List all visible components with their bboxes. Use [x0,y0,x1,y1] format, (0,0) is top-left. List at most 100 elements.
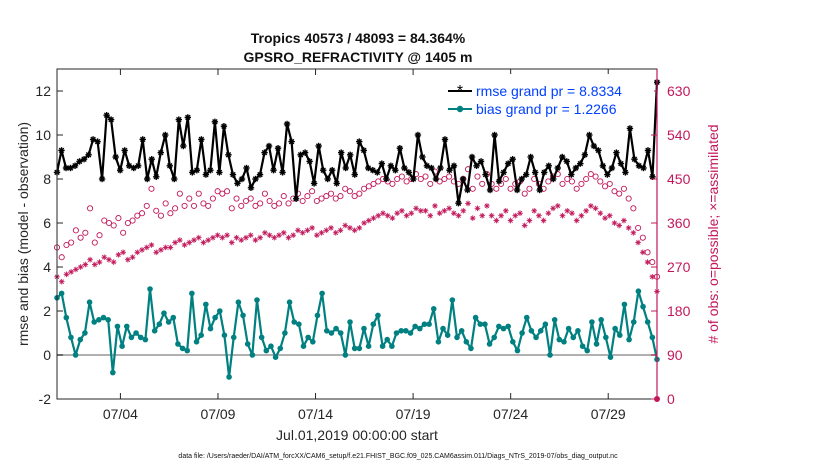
obs-possible-point [162,200,169,207]
obs-assimilated-point [366,217,372,224]
obs-assimilated-point-stroke [168,245,173,250]
obs-assimilated-point-stroke [215,232,220,238]
obs-assimilated-point-stroke [238,237,244,243]
obs-assimilated-point-stroke [423,208,428,214]
bias-point [505,323,511,330]
rmse-point [477,158,485,165]
bias-point [347,319,353,325]
series-obs-assimilated [54,200,660,295]
obs-assimilated-point [87,256,93,263]
obs-assimilated-point [153,249,160,256]
obs-assimilated-point [417,207,424,214]
rmse-point [180,142,187,150]
obs-possible-point [375,178,382,185]
rmse-line [55,82,659,205]
rmse-point-stroke [135,163,141,169]
rmse-point-stroke [266,143,272,149]
rmse-point [545,162,552,169]
rmse-point-stroke [401,165,408,171]
obs-assimilated-point-stroke [201,240,206,245]
obs-possible-point [110,222,117,229]
obs-assimilated-point-stroke [125,257,131,262]
bias-point [244,341,251,347]
legend-bias-marker [456,105,464,113]
rmse-point-stroke [564,158,570,165]
obs-assimilated-point [498,212,504,219]
bias-point [370,321,377,328]
obs-possible-point [181,202,188,209]
bias-point [612,325,618,332]
obs-assimilated-point-stroke [456,213,461,218]
obs-assimilated-point-stroke [409,210,414,216]
obs-possible-point [564,175,571,183]
rmse-point-stroke [94,138,101,145]
obs-assimilated-point [370,215,377,221]
obs-assimilated-point-stroke [338,228,343,233]
bias-point [472,314,479,321]
rmse-point [211,118,219,125]
bias-point [272,354,279,361]
obs-assimilated-point [389,215,396,221]
rmse-point-stroke [577,160,584,167]
y-right-tick-label: 270 [667,259,691,275]
obs-assimilated-point-stroke [475,206,480,211]
rmse-point [261,149,268,156]
rmse-point-stroke [505,160,511,167]
obs-possible-point [190,202,198,209]
obs-assimilated-point-stroke [621,218,627,223]
obs-assimilated-point-stroke [267,232,272,238]
rmse-point-stroke [63,165,69,171]
bias-point [486,341,493,347]
rmse-point [333,180,340,187]
obs-possible-point [252,202,259,209]
rmse-point [76,158,83,165]
rmse-point-stroke [622,169,629,176]
obs-assimilated-point [162,244,169,251]
rmse-point [94,138,101,145]
bias-point [537,328,544,334]
rmse-point-stroke [144,176,150,182]
rmse-point-stroke [406,169,412,176]
rmse-point [617,160,625,167]
obs-assimilated-point [247,232,254,239]
rmse-point [360,147,367,154]
bias-point [137,334,144,341]
obs-assimilated-point-stroke [508,218,513,223]
rmse-point-stroke [365,165,372,171]
rmse-point-stroke [361,147,367,154]
obs-assimilated-point-stroke [191,237,197,243]
bias-point [393,330,400,336]
obs-assimilated-point [649,273,656,280]
bias-point [184,347,191,354]
bias-point [328,330,335,336]
bias-point [649,334,656,341]
bias-point [430,306,437,312]
obs-assimilated-point [356,225,363,231]
rmse-point-stroke [460,176,466,182]
bias-point [644,319,651,325]
obs-assimilated-point [271,234,278,241]
obs-assimilated-point [540,217,547,224]
obs-possible-point [601,183,609,190]
obs-assimilated-point [512,212,519,219]
obs-possible-point [611,188,618,195]
legend-rmse-label: rmse grand pr = 8.8334 [476,83,622,99]
rmse-point [491,131,498,139]
bias-point [519,330,525,336]
obs-assimilated-point [479,212,485,219]
bias-point [291,319,298,325]
rmse-point [310,180,318,187]
obs-possible-point [573,185,580,192]
obs-possible-point [625,195,632,202]
obs-assimilated-point-stroke [451,210,457,216]
obs-assimilated-point [342,222,348,229]
obs-assimilated-point-stroke [413,206,419,211]
obs-assimilated-point [318,229,325,236]
obs-assimilated-point-stroke [347,225,353,231]
rmse-point-stroke [185,114,191,121]
obs-assimilated-point [564,207,571,214]
rmse-point-stroke [627,125,633,132]
obs-possible-point [545,178,552,185]
rmse-point-stroke [288,138,295,145]
bias-point [147,286,153,292]
